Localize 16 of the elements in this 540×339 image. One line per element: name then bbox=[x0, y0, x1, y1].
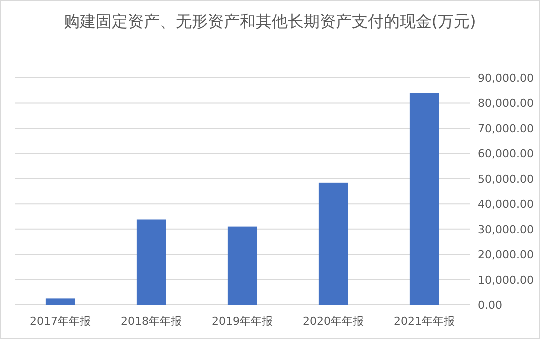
y-tick-label: 30,000.00 bbox=[478, 223, 534, 236]
x-tick-label: 2018年年报 bbox=[121, 315, 182, 328]
y-tick-label: 50,000.00 bbox=[478, 172, 534, 186]
x-tick-label: 2017年年报 bbox=[30, 315, 91, 328]
y-tick-label: 90,000.00 bbox=[478, 72, 534, 85]
y-tick-label: 0.00 bbox=[478, 299, 502, 312]
y-tick-label: 70,000.00 bbox=[478, 122, 534, 136]
y-tick-label: 40,000.00 bbox=[478, 198, 534, 212]
x-tick-label: 2020年年报 bbox=[303, 315, 364, 328]
y-tick-label: 80,000.00 bbox=[478, 97, 534, 110]
y-tick-label: 10,000.00 bbox=[478, 274, 534, 287]
y-tick-label: 20,000.00 bbox=[478, 248, 534, 262]
title: 购建固定资产、无形资产和其他长期资产支付的现金(万元) bbox=[64, 12, 476, 31]
x-tick-label: 2021年年报 bbox=[394, 315, 455, 328]
y-tick-label: 60,000.00 bbox=[478, 148, 534, 161]
x-tick-label: 2019年年报 bbox=[212, 315, 273, 328]
